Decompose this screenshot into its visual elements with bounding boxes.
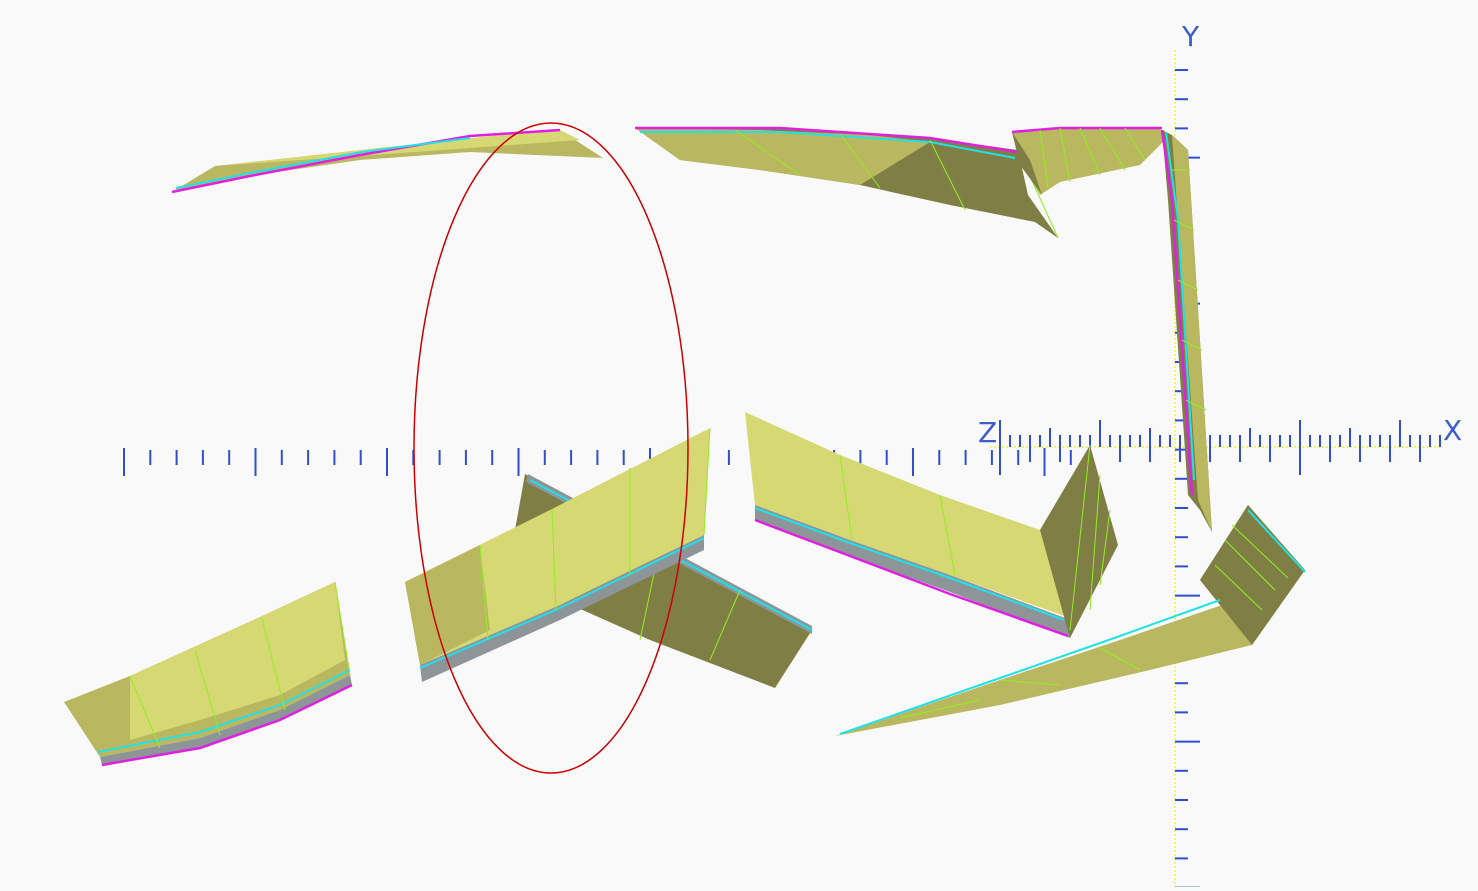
z-axis-label: Z [978,416,997,449]
model-surfaces[interactable] [64,126,1306,767]
axis-lines [990,50,1440,887]
selection-ellipse[interactable] [413,122,689,774]
surface-bottom-left[interactable] [64,581,353,767]
surface-top-right-corner[interactable] [1011,126,1165,195]
x-axis-label: X [1443,414,1462,447]
surface-top-left[interactable] [171,128,603,194]
surface-bottom-right[interactable] [835,505,1306,736]
surface-center-front[interactable] [405,427,711,682]
surface-top-band[interactable] [635,126,1059,239]
y-axis-label: Y [1181,20,1200,53]
surface-vertical-strip[interactable] [1160,129,1212,532]
surface-center-right[interactable] [745,412,1118,638]
